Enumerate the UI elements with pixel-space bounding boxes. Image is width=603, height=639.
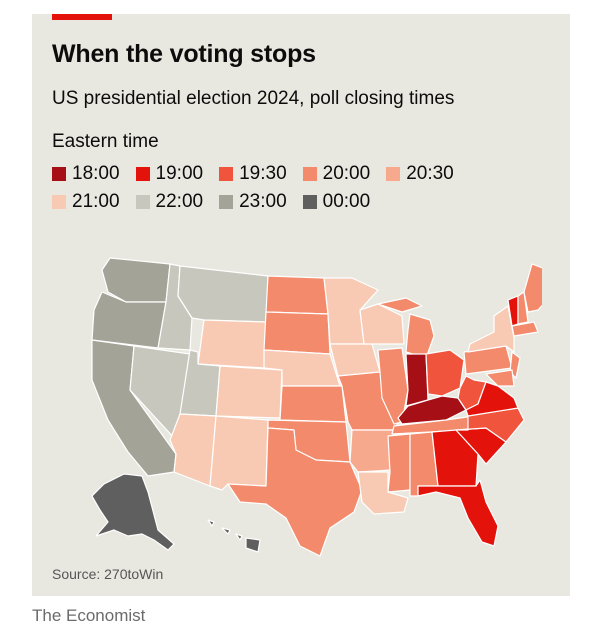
legend: 18:00 19:00 19:30 20:00 20:30 21:00 22:0… (52, 160, 562, 216)
publisher-brand: The Economist (32, 606, 146, 625)
legend-swatch (52, 195, 66, 209)
state-MA (511, 321, 539, 337)
legend-title: Eastern time (52, 131, 159, 152)
legend-row: 21:00 22:00 23:00 00:00 (52, 188, 562, 216)
brand-red-bar (52, 14, 112, 20)
legend-item: 20:30 (386, 163, 454, 185)
us-choropleth-map (91, 257, 542, 557)
state-NC (455, 407, 525, 443)
state-CO (215, 365, 283, 419)
state-WY (197, 319, 267, 369)
state-TX (227, 427, 363, 557)
state-KS (279, 385, 347, 423)
source-note: Source: 270toWin (52, 566, 164, 582)
legend-label: 23:00 (239, 191, 287, 212)
legend-label: 18:00 (72, 163, 120, 184)
state-WA (101, 257, 171, 303)
chart-card: When the voting stops US presidential el… (32, 14, 570, 596)
state-AZ (169, 413, 217, 487)
legend-swatch (302, 167, 317, 181)
state-LA (357, 471, 409, 515)
state-NY (467, 305, 515, 353)
legend-label: 20:30 (406, 163, 454, 184)
legend-label: 20:00 (322, 163, 371, 184)
state-VA (465, 381, 519, 417)
legend-item: 23:00 (219, 191, 287, 213)
legend-swatch (386, 167, 401, 181)
legend-label: 00:00 (322, 191, 371, 212)
state-FL (417, 479, 499, 547)
chart-title: When the voting stops (52, 40, 316, 68)
legend-swatch (302, 195, 317, 209)
state-ME (523, 263, 542, 313)
legend-row: 18:00 19:00 19:30 20:00 20:30 (52, 160, 562, 188)
legend-item: 00:00 (302, 191, 371, 213)
state-SD (263, 311, 331, 355)
legend-label: 19:30 (239, 163, 287, 184)
chart-subtitle: US presidential election 2024, poll clos… (52, 88, 455, 109)
state-AK (91, 473, 175, 551)
legend-swatch (52, 167, 66, 181)
legend-item: 22:00 (135, 191, 204, 213)
state-AR (349, 429, 395, 473)
state-IL (377, 347, 409, 425)
legend-item: 20:00 (302, 163, 371, 185)
legend-label: 22:00 (155, 191, 204, 212)
state-NM (209, 415, 269, 491)
legend-label: 19:00 (155, 163, 204, 184)
state-ND (265, 275, 329, 315)
legend-label: 21:00 (72, 191, 120, 212)
legend-item: 19:30 (219, 163, 287, 185)
legend-item: 19:00 (135, 163, 204, 185)
state-MT (177, 265, 269, 323)
state-MS (387, 433, 411, 493)
legend-swatch (219, 167, 234, 181)
state-OH (425, 349, 465, 397)
legend-swatch (219, 195, 234, 209)
legend-swatch (135, 195, 150, 209)
legend-swatch (135, 167, 150, 181)
state-IN (405, 353, 429, 407)
state-GA (431, 429, 479, 487)
state-IA (329, 343, 381, 377)
state-HI (207, 519, 261, 553)
state-NH (517, 291, 529, 325)
legend-item: 18:00 (52, 163, 120, 185)
legend-item: 21:00 (52, 191, 120, 213)
state-MD (485, 369, 515, 387)
